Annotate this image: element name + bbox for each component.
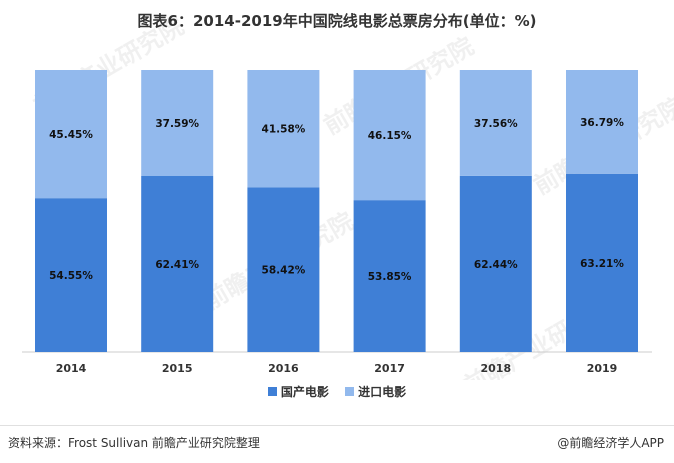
legend-item-domestic: 国产电影 <box>267 383 329 400</box>
bar-domestic-2017 <box>353 200 426 352</box>
bar-label-domestic-2019: 63.21% <box>580 258 624 270</box>
bar-label-imported-2016: 41.58% <box>262 124 306 136</box>
source-note: 资料来源：Frost Sullivan 前瞻产业研究院整理 <box>8 436 260 450</box>
legend-label-imported: 进口电影 <box>358 385 407 399</box>
footer: 资料来源：Frost Sullivan 前瞻产业研究院整理 @前瞻经济学人APP <box>0 425 674 463</box>
bar-label-imported-2015: 37.59% <box>155 118 199 130</box>
x-tick-label-2019: 2019 <box>587 362 618 375</box>
bar-imported-2014 <box>35 70 107 199</box>
x-tick-label-2017: 2017 <box>374 362 405 375</box>
bar-domestic-2015 <box>141 176 214 352</box>
bar-label-domestic-2016: 58.42% <box>262 265 306 277</box>
bar-label-domestic-2017: 53.85% <box>368 271 412 283</box>
chart-title: 图表6：2014-2019年中国院线电影总票房分布(单位：%) <box>137 12 537 30</box>
legend-swatch-domestic <box>267 387 277 396</box>
bar-domestic-2019 <box>566 173 638 352</box>
bar-label-imported-2014: 45.45% <box>49 129 93 141</box>
bar-domestic-2016 <box>247 187 320 352</box>
bar-imported-2016 <box>247 70 320 188</box>
bar-imported-2019 <box>566 70 638 174</box>
bar-label-imported-2019: 36.79% <box>580 117 624 129</box>
legend-label-domestic: 国产电影 <box>280 385 329 399</box>
bar-label-imported-2017: 46.15% <box>368 130 412 142</box>
x-tick-label-2016: 2016 <box>268 362 299 375</box>
bar-label-domestic-2018: 62.44% <box>474 259 518 271</box>
bar-label-domestic-2015: 62.41% <box>155 259 199 271</box>
legend-item-imported: 进口电影 <box>345 383 406 400</box>
brand-credit: @前瞻经济学人APP <box>557 436 664 450</box>
bar-imported-2015 <box>141 70 214 177</box>
bar-label-imported-2018: 37.56% <box>474 118 518 130</box>
legend: 国产电影 进口电影 <box>0 383 674 400</box>
bar-label-domestic-2014: 54.55% <box>49 270 93 282</box>
bar-imported-2017 <box>353 70 426 201</box>
bar-domestic-2014 <box>35 198 107 352</box>
x-tick-label-2018: 2018 <box>480 362 511 375</box>
x-tick-label-2015: 2015 <box>162 362 193 375</box>
bar-domestic-2018 <box>459 175 532 352</box>
bar-imported-2018 <box>459 70 532 176</box>
legend-swatch-imported <box>345 387 355 396</box>
stacked-bar-chart: 前瞻产业研究院前瞻产业研究院前瞻产业研究院前瞻产业研究院前瞻产业研究院 54.5… <box>22 12 674 380</box>
x-tick-label-2014: 2014 <box>56 362 87 375</box>
